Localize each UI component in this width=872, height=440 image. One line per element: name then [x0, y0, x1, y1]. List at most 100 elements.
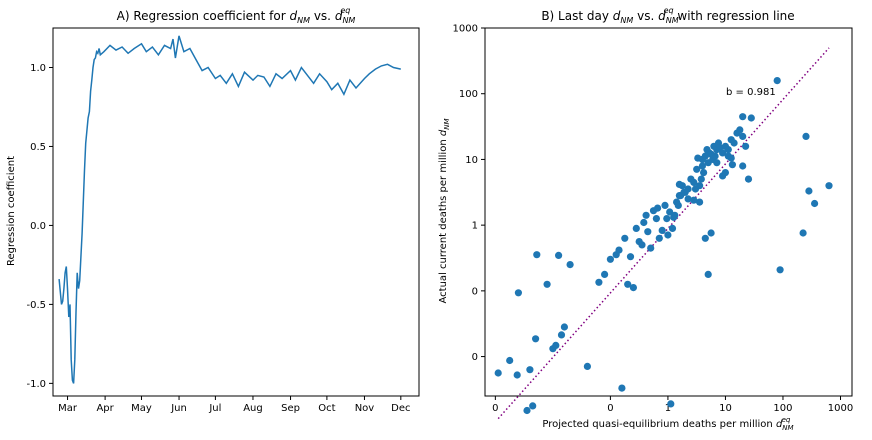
panel-a-y-tick-label: -1.0	[26, 379, 46, 390]
scatter-point	[652, 215, 661, 223]
panel-a-x-tick-label: Sep	[281, 403, 300, 414]
scatter-point	[666, 208, 674, 216]
scatter-point	[621, 234, 629, 242]
scatter-point	[713, 159, 721, 167]
scatter-point	[721, 169, 730, 177]
scatter-point	[494, 369, 502, 377]
scatter-point	[698, 155, 707, 163]
panel-b-x-tick-label: 1	[665, 403, 671, 414]
panel-a-ticks: Mar Apr May Jun Jul Aug Sep Oct Nov Dec -1.0 -0.5 0.…	[26, 63, 410, 414]
panel-a-x-tick-label: Jun	[170, 403, 187, 414]
panel-a: A) Regression coefficient for dNM vs. dN…	[6, 6, 420, 414]
scatter-point	[700, 169, 708, 177]
scatter-point	[557, 331, 566, 339]
panel-b-y-tick-label: 1000	[453, 24, 478, 35]
scatter-point	[629, 284, 638, 292]
panel-a-x-tick-label: Jul	[208, 403, 221, 414]
panel-b-y-tick-label: 0	[472, 352, 478, 363]
panel-b-y-tick-label: 10	[465, 155, 478, 166]
scatter-point	[716, 144, 724, 152]
scatter-point	[697, 175, 705, 183]
panel-a-title: A) Regression coefficient for dNM vs. dN…	[117, 6, 356, 25]
scatter-point	[658, 226, 666, 234]
scatter-point	[675, 180, 684, 188]
scatter-point	[566, 261, 574, 269]
scatter-point	[727, 154, 735, 162]
scatter-point	[736, 126, 744, 134]
scatter-point	[728, 161, 737, 169]
scatter-point	[744, 175, 753, 183]
scatter-point	[707, 229, 715, 237]
scatter-point	[642, 211, 650, 219]
scatter-point	[618, 384, 626, 392]
scatter-point	[560, 323, 569, 331]
scatter-point	[624, 280, 632, 288]
panel-b-y-tick-label: 0	[472, 286, 478, 297]
scatter-point	[647, 244, 655, 252]
panel-b-title: B) Last day dNM vs. dNMeq with regressio…	[541, 6, 794, 25]
panel-a-x-tick-label: Mar	[58, 403, 78, 414]
scatter-point	[701, 234, 709, 242]
panel-a-y-axis-label: Regression coefficient	[6, 156, 17, 266]
scatter-point	[526, 366, 534, 374]
panel-b-x-tick-label: 0	[492, 403, 498, 414]
scatter-point	[661, 201, 669, 209]
scatter-point	[805, 187, 813, 195]
scatter-point	[655, 234, 663, 242]
panel-b-x-axis-label: Projected quasi-equilibrium deaths per m…	[542, 416, 793, 432]
scatter-point	[668, 224, 677, 232]
regression-slope-annotation: b = 0.981	[726, 87, 776, 98]
scatter-point	[696, 198, 704, 206]
panel-b-y-tick-label: 100	[459, 89, 478, 100]
panel-a-x-tick-label: Aug	[243, 403, 263, 414]
panel-a-y-tick-label: 1.0	[30, 63, 46, 74]
scatter-point	[514, 289, 523, 297]
scatter-point	[638, 241, 646, 249]
scatter-point	[739, 113, 747, 121]
scatter-point	[711, 152, 719, 160]
panel-a-y-tick-label: -0.5	[26, 300, 46, 311]
scatter-point	[644, 228, 652, 236]
scatter-point	[555, 251, 563, 259]
panel-b-plot-frame	[484, 27, 853, 397]
panel-a-x-tick-label: Oct	[318, 403, 335, 414]
scatter-point	[529, 402, 537, 410]
scatter-point	[671, 211, 679, 219]
panel-b-ticks: 0 0 1 10 100 1000 0 0 1 10 100 1000	[453, 24, 854, 415]
scatter-point	[654, 204, 662, 212]
panel-a-x-tick-label: Apr	[96, 403, 114, 414]
scatter-point	[730, 139, 738, 147]
scatter-point	[552, 341, 560, 349]
scatter-point	[698, 162, 707, 170]
scatter-point	[684, 185, 692, 193]
panel-b-y-tick-label: 1	[472, 221, 478, 232]
scatter-point	[626, 253, 635, 261]
panel-b-x-tick-label: 10	[719, 403, 732, 414]
panel-b-x-tick-label: 1000	[828, 403, 853, 414]
panel-b-x-tick-label: 0	[607, 403, 613, 414]
scatter-point	[543, 280, 551, 288]
panel-a-y-tick-label: 0.5	[30, 142, 46, 153]
scatter-point	[667, 400, 675, 408]
scatter-point	[724, 146, 732, 154]
scatter-point	[739, 132, 747, 140]
scatter-point	[583, 362, 592, 370]
scatter-point	[601, 270, 609, 278]
scatter-point	[595, 278, 603, 286]
scatter-point	[632, 224, 640, 232]
panel-b-points	[494, 77, 833, 415]
panel-b-y-axis-label: Actual current deaths per million dNM	[438, 119, 451, 304]
panel-a-x-tick-label: May	[131, 403, 152, 414]
panel-a-plot-frame	[52, 27, 420, 397]
scatter-point	[739, 162, 747, 170]
scatter-point	[513, 371, 521, 379]
scatter-point	[674, 201, 682, 209]
panel-a-x-tick-label: Dec	[391, 403, 410, 414]
scatter-point	[693, 165, 701, 173]
scatter-point	[704, 270, 712, 278]
scatter-point	[799, 229, 807, 237]
scatter-point	[690, 178, 698, 186]
scatter-point	[690, 196, 698, 204]
scatter-point	[742, 142, 750, 150]
scatter-point	[606, 255, 615, 263]
